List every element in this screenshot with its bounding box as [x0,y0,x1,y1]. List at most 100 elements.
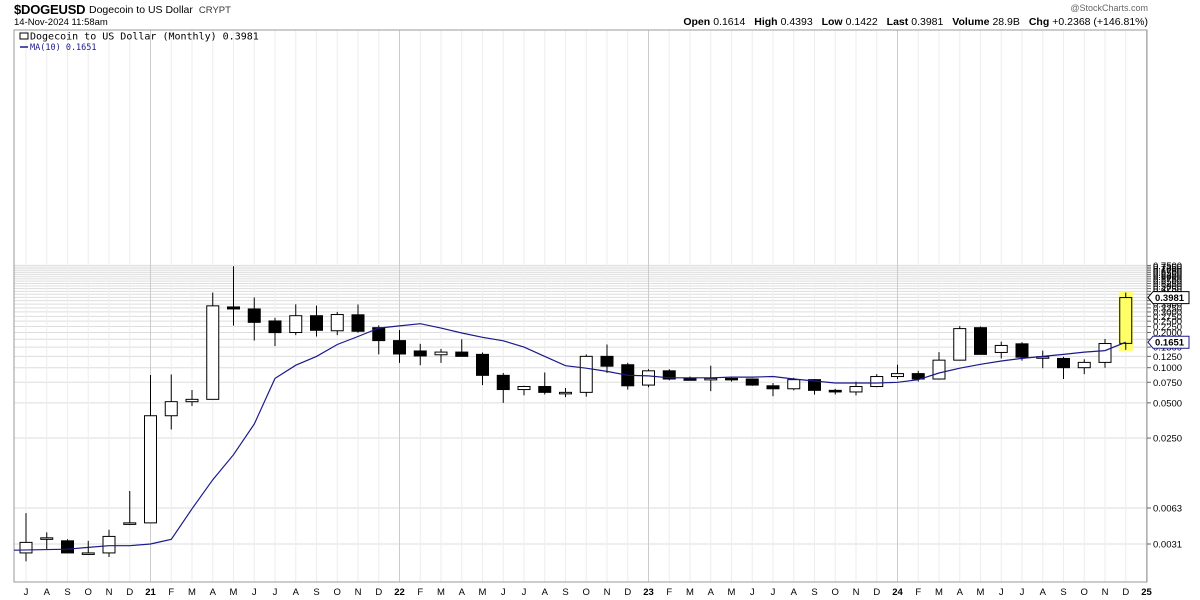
candle-body [144,415,157,524]
last-value: 0.3981 [911,16,944,28]
x-tick-label: S [1060,587,1066,598]
chg-label: Chg [1028,16,1050,28]
x-tick-label: J [771,587,776,598]
candles-layer [19,266,1133,562]
candle-body [1077,361,1091,369]
x-tick-label: J [501,587,506,598]
x-tick-label: D [624,587,631,598]
candle-body [994,344,1008,353]
x-tick-label: N [604,587,611,598]
legend-candle-icon [19,32,29,40]
candle-body [766,385,780,390]
candle-body [932,359,946,380]
candle [496,373,510,403]
candle [19,513,33,562]
candle-body [247,308,261,323]
legend-price: Dogecoin to US Dollar (Monthly) 0.3981 [30,32,259,43]
x-tick-label: A [791,587,798,598]
x-tick-label: 21 [145,587,156,598]
candle-body [828,389,842,393]
candle-body [849,386,863,393]
x-tick-label: S [313,587,319,598]
candle [1057,356,1070,380]
price-stats: Open 0.1614 High 0.4393 Low 0.1422 Last 0.39… [677,16,1148,28]
candle-body [517,386,531,391]
legend: Dogecoin to US Dollar (Monthly) 0.3981 M… [19,32,259,53]
y-tick-label: 0.0750 [1153,378,1182,389]
y-tick-label: 0.6250 [1153,270,1182,281]
candle [1077,359,1091,375]
copyright-label[interactable]: @StockCharts.com [1070,3,1148,13]
candle [517,385,531,396]
last-price-tag-text: 0.3981 [1155,293,1185,304]
candle-body [330,314,344,332]
chart-grid [14,30,1147,582]
x-tick-label: A [708,587,715,598]
x-tick-label: D [873,587,880,598]
x-tick-label: S [64,587,70,598]
x-tick-label: F [915,587,921,598]
y-tick-label: 0.6750 [1153,266,1182,277]
instrument-name: Dogecoin to US Dollar CRYPT [89,4,231,16]
y-tick-label: 0.0063 [1153,504,1182,515]
exchange-label: CRYPT [198,5,231,16]
ma-price-tag: 0.1651 [1147,335,1190,349]
candle [227,266,240,326]
candle [683,376,697,381]
candle [953,326,967,361]
candle [974,326,987,355]
candle-body [310,315,323,331]
candle-body [393,340,406,355]
candle-body [600,355,614,367]
plot-area-border [13,29,1148,583]
instrument-name-text: Dogecoin to US Dollar [89,4,193,16]
candle [579,354,593,397]
candle [61,539,74,554]
x-tick-label: N [106,587,113,598]
candle-body [81,552,95,555]
candle-body [123,522,137,525]
x-tick-label: M [437,587,445,598]
ticker-symbol[interactable]: $DOGEUSD [14,2,86,17]
y-tick-label: 0.5250 [1153,279,1182,290]
y-tick-label: 0.7500 [1153,261,1182,272]
candle-body [102,535,116,554]
x-tick-label: D [375,587,382,598]
candle [476,352,489,386]
candle-body [870,376,884,388]
candle [1015,342,1029,361]
y-tick-label: 0.4750 [1153,284,1182,295]
candle [766,382,780,397]
x-tick-label: D [1122,587,1129,598]
high-label: High [754,16,778,28]
x-tick-label: M [230,587,238,598]
y-tick-label: 0.2250 [1153,322,1182,333]
candle [289,304,303,336]
candle-body [538,386,552,393]
y-tick-label: 0.2500 [1153,317,1182,328]
candle-body [496,374,510,391]
candle [704,365,718,392]
candle-body [704,377,718,381]
candle-body [1119,297,1133,344]
x-tick-label: F [168,587,174,598]
y-tick-label: 0.3000 [1153,307,1182,318]
y-tick-label: 0.2750 [1153,312,1182,323]
high-value: 0.4393 [780,16,813,28]
candle [870,374,884,388]
candle-body [1098,343,1112,363]
x-tick-label: M [977,587,985,598]
candle [185,389,199,407]
ma-price-tag-box [1147,335,1190,349]
candle [351,304,365,333]
candle [891,364,904,380]
x-tick-label: 24 [892,587,903,598]
candle [268,317,282,347]
price-tags: 0.3981 0.1651 [1147,291,1190,349]
ma-price-tag-text: 0.1651 [1155,338,1185,349]
candle [40,532,54,550]
x-tick-label: M [686,587,694,598]
x-tick-label: M [479,587,487,598]
chart-datetime: 14-Nov-2024 11:58am [14,17,108,28]
